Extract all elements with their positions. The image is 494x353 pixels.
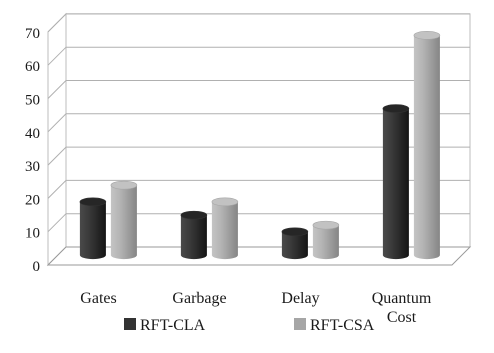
- legend-swatch-rft-csa: [294, 318, 306, 330]
- bar-rft-cla-garbage: [180, 210, 208, 260]
- y-tick-label-40: 40: [25, 126, 40, 142]
- bar-rft-csa-gates: [110, 180, 138, 260]
- bar-rft-cla-delay: [281, 227, 309, 260]
- x-tick-label-gates: Gates: [80, 290, 116, 307]
- x-axis-labels: Gates Garbage Delay Quantum Cost: [80, 290, 432, 326]
- y-tick-label-0: 0: [33, 259, 41, 275]
- y-tick-label-30: 30: [25, 159, 40, 175]
- bar-rft-cla-quantum-cost: [382, 104, 410, 260]
- legend-item-rft-cla: RFT-CLA: [124, 317, 206, 334]
- side-wall: [47, 12, 67, 267]
- chart-floor: [46, 246, 472, 266]
- bars: [79, 31, 441, 260]
- x-tick-label-delay: Delay: [281, 290, 319, 307]
- gridline-40: [47, 113, 470, 133]
- gridline-50: [47, 80, 470, 99]
- x-tick-label-garbage: Garbage: [172, 290, 226, 307]
- bar-rft-csa-quantum-cost: [413, 31, 441, 260]
- legend-item-rft-csa: RFT-CSA: [294, 317, 375, 334]
- gridline-20: [47, 179, 470, 199]
- gridline-60: [47, 46, 470, 66]
- gridline-30: [47, 146, 470, 166]
- legend-label-rft-csa: RFT-CSA: [310, 317, 375, 334]
- y-tick-label-20: 20: [25, 192, 40, 208]
- bar-rft-csa-delay: [312, 220, 340, 260]
- x-tick-label-quantum-cost: Quantum Cost: [372, 290, 432, 326]
- legend: RFT-CLA RFT-CSA: [124, 317, 375, 334]
- floor-plane: [46, 246, 472, 266]
- y-tick-label-50: 50: [25, 93, 40, 109]
- y-axis-ticks: 0 10 20 30 40 50 60 70: [25, 26, 40, 275]
- y-tick-label-70: 70: [25, 26, 40, 42]
- legend-swatch-rft-cla: [124, 318, 136, 330]
- y-tick-label-10: 10: [25, 226, 40, 242]
- bar-rft-cla-gates: [79, 197, 107, 260]
- y-tick-label-60: 60: [25, 59, 40, 75]
- gridline-10: [47, 213, 470, 233]
- bar-rft-csa-garbage: [211, 197, 239, 260]
- legend-label-rft-cla: RFT-CLA: [140, 317, 206, 334]
- gridline-70: [47, 13, 470, 33]
